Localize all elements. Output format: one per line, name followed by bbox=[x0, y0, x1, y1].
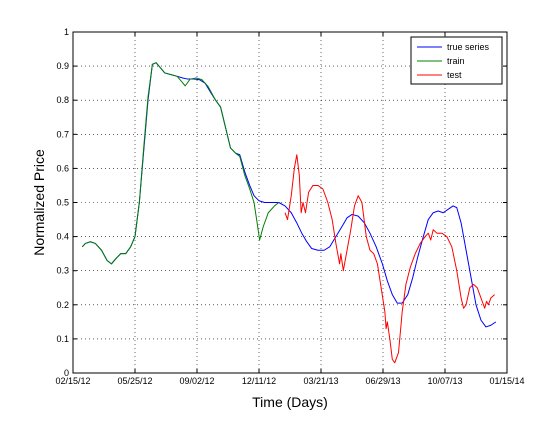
legend: true series train test bbox=[410, 36, 503, 85]
series-line-train bbox=[81, 62, 280, 265]
y-tick-label: 0.5 bbox=[56, 198, 69, 208]
y-tick-label: 1 bbox=[64, 27, 69, 37]
x-tick-label: 01/15/14 bbox=[489, 376, 524, 386]
x-tick-label: 02/15/12 bbox=[55, 376, 90, 386]
y-tick-label: 0.3 bbox=[56, 266, 69, 276]
x-tick-label: 12/11/12 bbox=[242, 376, 276, 386]
legend-entry-label: test bbox=[447, 70, 462, 80]
x-tick-label: 09/02/12 bbox=[179, 376, 214, 386]
x-tick-label: 06/29/13 bbox=[365, 376, 400, 386]
series-line-test bbox=[284, 154, 495, 364]
legend-entry-label: true series bbox=[447, 42, 490, 52]
y-tick-label: 0.8 bbox=[56, 95, 69, 105]
x-tick-label: 03/21/13 bbox=[303, 376, 338, 386]
x-tick-label: 10/07/13 bbox=[427, 376, 462, 386]
x-tick-label: 05/25/12 bbox=[117, 376, 152, 386]
legend-box bbox=[410, 36, 503, 85]
y-tick-label: 0 bbox=[64, 368, 69, 378]
y-axis-label: Normalized Price bbox=[31, 149, 47, 256]
y-tick-label: 0.6 bbox=[56, 163, 69, 173]
legend-entry-label: train bbox=[447, 56, 465, 66]
series-lines bbox=[81, 62, 497, 364]
x-axis-label: Time (Days) bbox=[252, 394, 328, 410]
axis-ticks: 02/15/12 05/25/12 09/02/12 12/11/12 03/21/13… bbox=[55, 27, 524, 386]
y-tick-label: 0.7 bbox=[56, 129, 69, 139]
y-tick-label: 0.1 bbox=[56, 334, 69, 344]
y-tick-label: 0.9 bbox=[56, 61, 69, 71]
y-tick-label: 0.2 bbox=[56, 300, 69, 310]
y-tick-label: 0.4 bbox=[56, 232, 69, 242]
